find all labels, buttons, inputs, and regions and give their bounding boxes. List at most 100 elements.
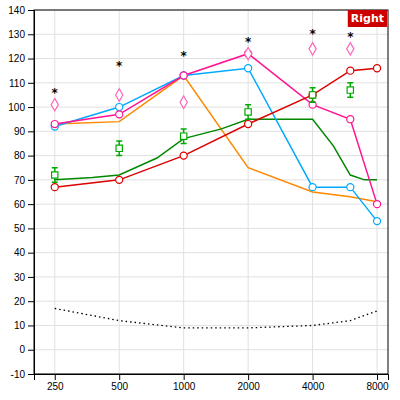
y-tick: -10 [11, 369, 34, 380]
y-tick: 30 [14, 272, 34, 283]
annotation: * [245, 35, 252, 49]
series-marker [245, 47, 252, 59]
grid-line-y [34, 107, 388, 108]
series-marker [347, 184, 354, 191]
y-axis-line [28, 11, 35, 375]
y-axis: -100102030405060708090100110120130140 [8, 5, 34, 380]
y-tick-mark [28, 204, 34, 205]
y-tick: 140 [8, 5, 34, 16]
y-tick: 20 [14, 296, 34, 307]
series-marker [180, 96, 187, 108]
series-marker [51, 98, 58, 110]
grid-line-y [34, 276, 388, 277]
x-tick-label: 500 [111, 381, 128, 392]
grid-line-y [34, 349, 388, 350]
grid-line-y [34, 58, 388, 59]
series-marker [116, 89, 123, 101]
series-marker [347, 87, 353, 93]
y-tick: 70 [14, 175, 34, 186]
series-marker [116, 111, 123, 118]
y-tick-mark [28, 156, 34, 157]
series-marker [347, 43, 354, 55]
x-axis-line [35, 375, 389, 381]
grid-line-y [34, 179, 388, 180]
grid-line-y [34, 228, 388, 229]
series-marker [309, 91, 316, 98]
grid-line-y [34, 155, 388, 156]
y-tick: 90 [14, 126, 34, 137]
series-line [55, 68, 377, 187]
series-marker [180, 72, 187, 79]
x-tick: 1000 [173, 374, 196, 392]
series-marker [245, 109, 251, 115]
error-bar [181, 129, 187, 144]
series-marker [116, 145, 122, 151]
y-tick-mark [28, 180, 34, 181]
annotation: * [181, 49, 188, 63]
error-bar [347, 83, 353, 98]
y-tick-label: 20 [14, 296, 26, 307]
y-tick-mark [28, 228, 34, 229]
y-tick-mark [28, 107, 34, 108]
error-bar [310, 88, 316, 103]
x-tick-label: 8000 [366, 381, 389, 392]
x-tick-mark [55, 374, 56, 380]
series-marker [309, 43, 316, 55]
series [51, 43, 354, 111]
y-tick-mark [28, 253, 34, 254]
x-tick-mark [377, 374, 378, 380]
y-tick: 0 [19, 344, 34, 355]
y-tick-label: 0 [19, 344, 25, 355]
plot-frame [34, 10, 388, 374]
series-marker [373, 65, 380, 72]
x-tick: 500 [111, 374, 128, 392]
annotation: * [347, 30, 354, 44]
series-marker [245, 65, 252, 72]
y-tick-mark [28, 10, 34, 11]
error-bar [52, 168, 58, 183]
series-marker [116, 176, 123, 183]
series-marker [116, 103, 123, 110]
x-tick-label: 4000 [302, 381, 325, 392]
y-tick-label: 140 [8, 5, 25, 16]
x-tick-mark [119, 374, 120, 380]
y-tick-label: 10 [14, 320, 26, 331]
series-line [55, 119, 377, 180]
series-line [55, 54, 377, 204]
x-tick-label: 2000 [238, 381, 261, 392]
y-tick-label: 100 [8, 102, 25, 113]
y-tick: 10 [14, 320, 34, 331]
grid-line-y [34, 204, 388, 205]
x-tick-mark [248, 374, 249, 380]
grid-line-x [54, 10, 55, 374]
y-tick-mark [28, 325, 34, 326]
plot-area [51, 43, 380, 328]
y-tick-mark [28, 131, 34, 132]
title: Right [351, 12, 384, 25]
y-tick-mark [28, 34, 34, 35]
series-marker [180, 152, 187, 159]
grid-line-y [34, 34, 388, 35]
y-tick-label: 110 [9, 78, 25, 89]
x-tick-mark [313, 374, 314, 380]
y-tick: 40 [14, 247, 34, 258]
series-marker [51, 120, 58, 127]
series-marker [181, 133, 187, 139]
y-tick-mark [28, 374, 34, 375]
series-line [55, 76, 377, 202]
y-tick: 60 [14, 199, 34, 210]
y-tick-label: 70 [14, 175, 26, 186]
y-tick-mark [28, 301, 34, 302]
y-tick-label: 40 [14, 247, 26, 258]
y-tick: 110 [9, 78, 34, 89]
x-axis: 250 500 1000 2000 4000 8000 [35, 374, 390, 392]
error-bar [116, 141, 122, 156]
title-background [348, 10, 387, 27]
series-marker [309, 92, 315, 98]
y-tick-label: -10 [11, 369, 26, 380]
series-marker [52, 172, 58, 178]
x-tick: 250 [47, 374, 64, 392]
y-tick-mark [28, 277, 34, 278]
series-marker [180, 72, 187, 79]
title-box: Right [348, 10, 387, 27]
